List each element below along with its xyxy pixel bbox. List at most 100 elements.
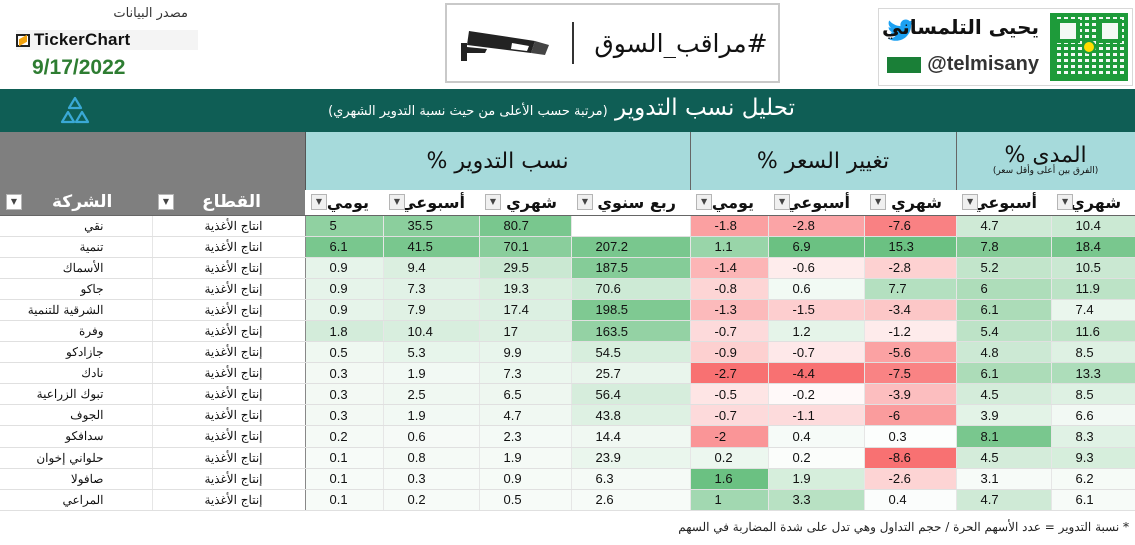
price-monthly-cell: 0.4 (864, 489, 957, 511)
author-handle: @telmisany (927, 53, 1039, 75)
price-monthly-cell: -2.8 (864, 257, 957, 279)
turnover-monthly-cell: 17.4 (479, 299, 572, 321)
price-daily-cell: 1.6 (689, 468, 769, 490)
range-group-header: المدى % (الفرق بين أعلى وأقل سعر) (955, 132, 1135, 190)
price-monthly-cell: -3.4 (864, 299, 957, 321)
turnover-weekly-cell: 41.5 (383, 236, 480, 258)
price-weekly-cell: -0.6 (768, 257, 865, 279)
qr-code (1050, 13, 1128, 81)
column-label-price-monthly: شهري (891, 193, 943, 212)
price-weekly-cell: -0.7 (768, 341, 865, 364)
price-daily-cell: -2 (689, 425, 769, 448)
filter-dropdown-icon[interactable]: ▼ (485, 194, 501, 210)
turnover-quarter-cell: 54.5 (571, 341, 691, 364)
table-row: نقي انتاج الأغذية 5 35.5 80.7 -1.8 -2.8 -7.6 4.7… (0, 215, 1135, 237)
filter-dropdown-icon[interactable]: ▼ (389, 194, 405, 210)
company-cell: جازادكو (0, 341, 153, 364)
banner-title: #مراقب_السوق (594, 28, 768, 58)
turnover-quarter-cell: 56.4 (571, 383, 691, 406)
turnover-weekly-cell: 1.9 (383, 362, 480, 385)
price-weekly-cell: 3.3 (768, 489, 865, 511)
table-row: صافولا إنتاج الأغذية 0.1 0.3 0.9 6.3 1.6 1.9 -2.… (0, 468, 1135, 490)
column-header-range-weekly: أسبوعي ▼ (956, 190, 1052, 216)
table-row: الجوف إنتاج الأغذية 0.3 1.9 4.7 43.8 -0.7 -1.1-… (0, 404, 1135, 427)
turnover-weekly-cell: 7.9 (383, 299, 480, 321)
sector-cell: إنتاج الأغذية (152, 341, 306, 364)
filter-active-icon[interactable]: ▼ (158, 194, 174, 210)
turnover-daily-cell: 0.9 (304, 299, 384, 321)
turnover-monthly-cell: 0.9 (479, 468, 572, 490)
turnover-weekly-cell: 9.4 (383, 257, 480, 279)
turnover-monthly-cell: 7.3 (479, 362, 572, 385)
range-monthly-cell: 8.5 (1051, 383, 1135, 406)
report-title-bar: تحليل نسب التدوير (مرتبة حسب الأعلى من ح… (0, 89, 1135, 132)
company-cell: سدافكو (0, 425, 153, 448)
range-weekly-cell: 5.2 (955, 257, 1052, 279)
table-body: نقي انتاج الأغذية 5 35.5 80.7 -1.8 -2.8 -7.6 4.7… (0, 215, 1135, 511)
column-header-range-monthly: شهري ▼ (1051, 190, 1135, 216)
filter-dropdown-icon[interactable]: ▼ (311, 194, 327, 210)
price-weekly-cell: 1.9 (768, 468, 865, 490)
column-header-price-monthly: شهري ▼ (864, 190, 957, 216)
company-cell: تنمية (0, 236, 153, 258)
column-header-price-weekly: أسبوعي ▼ (768, 190, 865, 216)
price-monthly-cell: -6 (864, 404, 957, 427)
price-weekly-cell: 0.2 (768, 447, 865, 469)
turnover-daily-cell: 0.5 (304, 341, 384, 364)
price-monthly-cell: 0.3 (864, 425, 957, 448)
table-row: سدافكو إنتاج الأغذية 0.2 0.6 2.3 14.4 -2 0.4 0.3… (0, 425, 1135, 448)
price-daily-cell: -1.8 (689, 215, 769, 237)
author-name: يحيى التلمساني (882, 15, 1039, 39)
company-cell: نادك (0, 362, 153, 385)
company-cell: تبوك الزراعية (0, 383, 153, 406)
filter-dropdown-icon[interactable]: ▼ (696, 194, 713, 210)
report-title-text: تحليل نسب التدوير (615, 95, 795, 121)
filter-dropdown-icon[interactable]: ▼ (1057, 194, 1074, 210)
range-weekly-cell: 6.1 (955, 299, 1052, 321)
company-cell: الشرقية للتنمية (0, 299, 153, 321)
range-weekly-cell: 3.1 (955, 468, 1052, 490)
sector-cell: انتاج الأغذية (152, 215, 306, 237)
turnover-monthly-cell: 17 (479, 320, 572, 343)
turnover-daily-cell: 5 (304, 215, 384, 237)
filter-dropdown-icon[interactable]: ▼ (774, 194, 791, 210)
range-monthly-cell: 9.3 (1051, 447, 1135, 469)
company-cell: حلواني إخوان (0, 447, 153, 469)
table-row: جاكو إنتاج الأغذية 0.9 7.3 19.3 70.6 -0.8 0.6 7.… (0, 278, 1135, 300)
turnover-daily-cell: 0.9 (304, 278, 384, 300)
filter-dropdown-icon[interactable]: ▼ (870, 194, 887, 210)
turnover-weekly-cell: 5.3 (383, 341, 480, 364)
filter-dropdown-icon[interactable]: ▼ (577, 194, 593, 210)
column-header-row: الشركة ▼ القطاع ▼ يومي ▼ أسبوعي ▼ شهري ▼… (0, 190, 1135, 216)
turnover-quarter-cell: 198.5 (571, 299, 691, 321)
column-header-company: الشركة ▼ (0, 190, 152, 216)
header-blank-cell (0, 132, 306, 190)
turnover-daily-cell: 0.9 (304, 257, 384, 279)
filter-dropdown-icon[interactable]: ▼ (962, 194, 979, 210)
turnover-daily-cell: 0.1 (304, 447, 384, 469)
table-row: تنمية انتاج الأغذية 6.1 41.5 70.1 207.2 1.1 6.9… (0, 236, 1135, 258)
turnover-quarter-cell: 14.4 (571, 425, 691, 448)
price-monthly-cell: 15.3 (864, 236, 957, 258)
table-row: حلواني إخوان إنتاج الأغذية 0.1 0.8 1.9 23.9 0.… (0, 447, 1135, 469)
table-row: وفرة إنتاج الأغذية 1.8 10.4 17 163.5 -0.7 1.2 -1… (0, 320, 1135, 343)
company-cell: الأسماك (0, 257, 153, 279)
sector-cell: إنتاج الأغذية (152, 257, 306, 279)
price-monthly-cell: -2.6 (864, 468, 957, 490)
table-row: الشرقية للتنمية إنتاج الأغذية 0.9 7.9 17.4 19… (0, 299, 1135, 321)
range-monthly-cell: 6.2 (1051, 468, 1135, 490)
sector-cell: إنتاج الأغذية (152, 299, 306, 321)
filter-dropdown-icon[interactable]: ▼ (6, 194, 22, 210)
range-weekly-cell: 7.8 (955, 236, 1052, 258)
turnover-daily-cell: 0.1 (304, 489, 384, 511)
company-cell: وفرة (0, 320, 153, 343)
data-source-label: مصدر البيانات (113, 6, 188, 21)
sector-cell: إنتاج الأغذية (152, 404, 306, 427)
price-daily-cell: -0.7 (689, 404, 769, 427)
range-monthly-cell: 10.5 (1051, 257, 1135, 279)
range-weekly-cell: 6.1 (955, 362, 1052, 385)
recycle-icon (60, 96, 90, 124)
price-monthly-cell: -7.6 (864, 215, 957, 237)
range-weekly-cell: 4.5 (955, 383, 1052, 406)
range-weekly-cell: 4.7 (955, 215, 1052, 237)
